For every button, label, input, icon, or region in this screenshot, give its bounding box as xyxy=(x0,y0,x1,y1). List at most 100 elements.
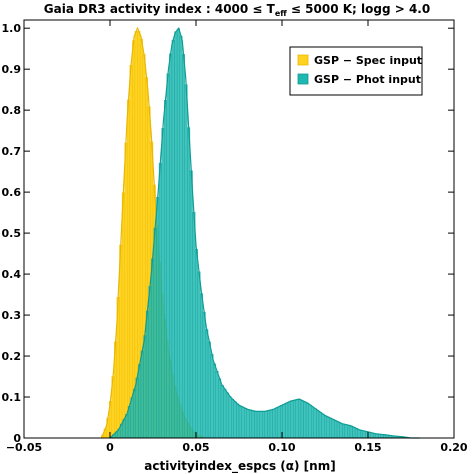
histogram-bar xyxy=(213,363,216,439)
y-tick-label: 0.3 xyxy=(2,309,22,322)
chart-title: Gaia DR3 activity index : 4000 ≤ Teff ≤ … xyxy=(44,2,430,18)
histogram-bar xyxy=(187,127,191,439)
histogram-bar xyxy=(318,411,322,439)
histogram-bar xyxy=(323,415,327,439)
histogram-bar xyxy=(277,406,281,439)
histogram-bar xyxy=(308,404,312,439)
y-tick-label: 0.9 xyxy=(2,63,22,76)
histogram-bar xyxy=(269,409,273,439)
histogram-bar xyxy=(145,310,149,439)
plot-frame xyxy=(23,19,455,439)
legend-label: GSP − Spec input xyxy=(314,54,422,67)
histogram-bar xyxy=(295,399,299,439)
histogram-bar xyxy=(349,425,353,439)
histogram-bar xyxy=(282,404,286,439)
y-tick-label: 0.8 xyxy=(2,104,22,117)
histogram-bar xyxy=(293,400,296,439)
histogram-bar xyxy=(251,410,255,439)
histogram-bar xyxy=(135,377,139,439)
histogram-bar xyxy=(272,408,276,439)
histogram-bar xyxy=(311,406,314,439)
histogram-bar xyxy=(140,350,144,439)
histogram-bar xyxy=(274,407,278,439)
histogram-bar xyxy=(300,400,304,439)
histogram-bar xyxy=(205,329,209,439)
x-tick-label: 0.15 xyxy=(354,441,381,454)
histogram-bar xyxy=(305,402,309,439)
histogram-bar xyxy=(133,388,136,439)
histogram-bar xyxy=(285,402,289,439)
histogram-bar xyxy=(334,420,338,439)
histogram-bar xyxy=(130,397,134,439)
histogram-bar xyxy=(202,311,206,439)
histogram-bar xyxy=(329,417,333,439)
histogram-bar xyxy=(182,54,185,439)
title-subscript: eff xyxy=(275,9,287,18)
histogram-bar xyxy=(179,35,183,439)
histogram-bar xyxy=(244,408,247,439)
series-outline xyxy=(109,26,420,439)
histogram-bar xyxy=(174,31,178,439)
histogram-bar xyxy=(158,162,162,439)
histogram-bar xyxy=(192,211,196,439)
histogram-bar xyxy=(161,128,165,439)
histogram-bar xyxy=(347,425,351,439)
histogram-bar xyxy=(138,364,142,439)
histogram-bar xyxy=(303,401,307,439)
histogram-bar xyxy=(362,430,366,439)
x-tick-label: 0.10 xyxy=(268,441,295,454)
histogram-bar xyxy=(153,227,157,439)
histogram-bar xyxy=(156,197,160,439)
title-rest: ≤ 5000 K; logg > 4.0 xyxy=(287,2,430,16)
legend-swatch xyxy=(297,54,309,66)
y-tick-label: 0.4 xyxy=(2,268,22,281)
histogram-bar xyxy=(129,64,133,439)
histogram-bar xyxy=(287,401,291,439)
histogram-bar xyxy=(313,408,317,439)
histogram-bar xyxy=(124,142,128,439)
legend-frame xyxy=(289,46,423,96)
histogram-bar xyxy=(233,401,237,439)
histogram-bar xyxy=(236,403,240,439)
histogram-bar xyxy=(331,419,335,439)
y-tick-label: 0.5 xyxy=(2,227,22,240)
histogram-bar xyxy=(143,335,147,439)
histogram-bar xyxy=(336,421,340,439)
x-tick-label: 0.05 xyxy=(182,441,209,454)
histogram-bar xyxy=(357,429,361,439)
y-tick-label: 0 xyxy=(13,432,21,445)
histogram-bar xyxy=(262,411,265,439)
histogram-bar xyxy=(215,371,219,439)
histogram-bar xyxy=(238,405,242,439)
y-tick-label: 0.6 xyxy=(2,186,22,199)
legend-swatch xyxy=(297,73,309,85)
y-tick-label: 0.1 xyxy=(2,391,22,404)
histogram-bar xyxy=(352,426,356,439)
histogram-bar xyxy=(210,353,214,439)
histogram-bar xyxy=(344,424,348,439)
histogram-bar xyxy=(151,258,155,439)
histogram-bar xyxy=(164,100,167,439)
histogram-bar xyxy=(127,99,130,439)
histogram-bar xyxy=(184,84,188,439)
histogram-bar xyxy=(298,399,302,439)
histogram-bar xyxy=(218,378,222,439)
histogram-bar xyxy=(166,73,170,439)
histogram-bar xyxy=(171,39,175,439)
histogram-bar xyxy=(360,430,363,439)
x-tick-label: −0.05 xyxy=(6,441,42,454)
series-layer xyxy=(100,26,420,439)
histogram-bar xyxy=(249,409,253,439)
histogram-bar xyxy=(246,409,250,439)
histogram-bar xyxy=(225,392,229,439)
histogram-bar xyxy=(169,53,173,439)
histogram-bar xyxy=(207,341,211,439)
histogram-bar xyxy=(220,385,224,439)
legend: GSP − Spec input GSP − Phot input xyxy=(289,46,423,96)
histogram-bar xyxy=(267,410,271,439)
histogram-bar xyxy=(354,428,358,439)
histogram-bar xyxy=(231,398,234,439)
y-tick-label: 1.0 xyxy=(2,22,22,35)
histogram-bar xyxy=(290,400,294,439)
